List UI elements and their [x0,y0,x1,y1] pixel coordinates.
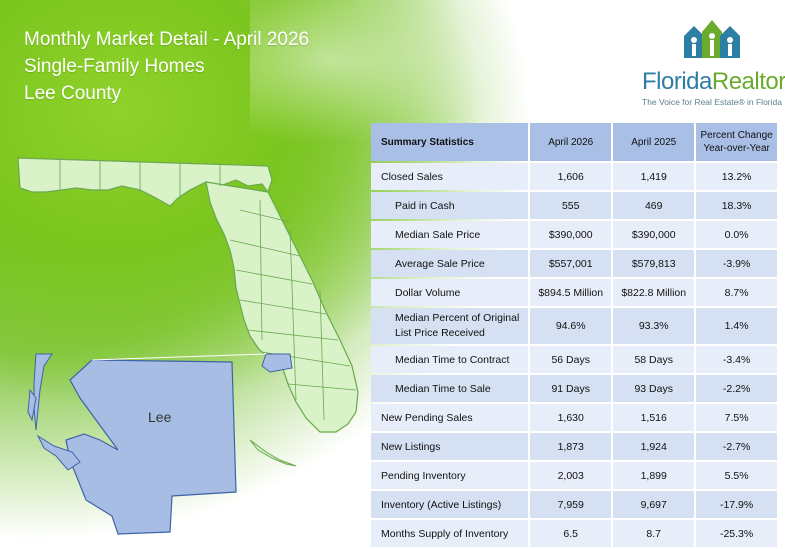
row-label: Average Sale Price [371,250,529,277]
table-body: Closed Sales 1,606 1,419 13.2% Paid in Cash 5… [371,163,777,547]
value-april-2025: $390,000 [613,221,695,248]
summary-statistics-table: Summary Statistics April 2026 April 2025… [369,121,779,549]
value-april-2026: 1,606 [530,163,612,190]
value-april-2025: 1,419 [613,163,695,190]
value-april-2025: 469 [613,192,695,219]
value-april-2025: 1,899 [613,462,695,489]
table-row: Median Percent of Original List Price Re… [371,308,777,344]
table-row: New Listings 1,873 1,924 -2.7% [371,433,777,460]
value-percent-change: -2.2% [696,375,777,402]
row-label: New Listings [371,433,529,460]
header-april-2026: April 2026 [530,123,612,161]
lee-county-label: Lee [148,409,172,425]
value-april-2025: 1,924 [613,433,695,460]
table-row: Dollar Volume $894.5 Million $822.8 Millio… [371,279,777,306]
value-april-2025: 93.3% [613,308,695,344]
value-percent-change: -3.9% [696,250,777,277]
value-percent-change: 8.7% [696,279,777,306]
table-row: New Pending Sales 1,630 1,516 7.5% [371,404,777,431]
table-row: Pending Inventory 2,003 1,899 5.5% [371,462,777,489]
value-percent-change: 13.2% [696,163,777,190]
table-header-row: Summary Statistics April 2026 April 2025… [371,123,777,161]
row-label: Inventory (Active Listings) [371,491,529,518]
value-percent-change: 5.5% [696,462,777,489]
row-label: Median Sale Price [371,221,529,248]
row-label: Paid in Cash [371,192,529,219]
logo-name-part1: Florida [642,68,712,95]
value-april-2026: 2,003 [530,462,612,489]
table-row: Months Supply of Inventory 6.5 8.7 -25.3% [371,520,777,547]
value-april-2026: 91 Days [530,375,612,402]
value-april-2025: 9,697 [613,491,695,518]
row-label: Median Time to Contract [371,346,529,373]
table-row: Median Time to Sale 91 Days 93 Days -2.2% [371,375,777,402]
lee-county-detail [27,353,237,535]
value-april-2026: $557,001 [530,250,612,277]
row-label: Closed Sales [371,163,529,190]
region-name: Lee County [24,83,122,104]
value-april-2026: 7,959 [530,491,612,518]
value-april-2026: 1,630 [530,404,612,431]
value-percent-change: 18.3% [696,192,777,219]
table-row: Median Sale Price $390,000 $390,000 0.0% [371,221,777,248]
table-row: Closed Sales 1,606 1,419 13.2% [371,163,777,190]
row-label: Pending Inventory [371,462,529,489]
value-percent-change: 1.4% [696,308,777,344]
value-percent-change: 0.0% [696,221,777,248]
value-april-2026: $894.5 Million [530,279,612,306]
header-april-2025: April 2025 [613,123,695,161]
row-label: Months Supply of Inventory [371,520,529,547]
value-percent-change: -25.3% [696,520,777,547]
table-row: Average Sale Price $557,001 $579,813 -3.9% [371,250,777,277]
county-boundaries [59,158,357,421]
value-april-2025: 93 Days [613,375,695,402]
logo-tagline: The Voice for Real Estate® in Florida [642,97,782,107]
header-swoosh [250,0,580,140]
value-april-2026: $390,000 [530,221,612,248]
logo-wordmark: FloridaRealtors® [642,68,785,96]
value-percent-change: -2.7% [696,433,777,460]
row-label: Dollar Volume [371,279,529,306]
value-april-2026: 555 [530,192,612,219]
logo-name-part2: Realtors [711,68,785,95]
value-april-2025: $579,813 [613,250,695,277]
value-percent-change: 7.5% [696,404,777,431]
florida-realtors-logo: FloridaRealtors® The Voice for Real Esta… [630,14,785,114]
value-april-2025: $822.8 Million [613,279,695,306]
lee-county-highlight [261,353,293,373]
row-label: Median Time to Sale [371,375,529,402]
header-summary-statistics: Summary Statistics [371,123,529,161]
header-percent-change: Percent Change Year-over-Year [696,123,777,161]
value-april-2026: 6.5 [530,520,612,547]
title-block: Monthly Market Detail - April 2026 Singl… [24,26,309,107]
florida-map: Lee [17,157,359,535]
houses-people-icon [684,20,740,58]
row-label: Median Percent of Original List Price Re… [371,308,529,344]
table-row: Median Time to Contract 56 Days 58 Days -3.… [371,346,777,373]
table-row: Inventory (Active Listings) 7,959 9,697 -17… [371,491,777,518]
row-label: New Pending Sales [371,404,529,431]
value-april-2026: 94.6% [530,308,612,344]
property-type: Single-Family Homes [24,56,205,77]
value-percent-change: -17.9% [696,491,777,518]
value-percent-change: -3.4% [696,346,777,373]
value-april-2025: 8.7 [613,520,695,547]
report-title: Monthly Market Detail - April 2026 [24,29,310,50]
table-row: Paid in Cash 555 469 18.3% [371,192,777,219]
value-april-2025: 1,516 [613,404,695,431]
value-april-2025: 58 Days [613,346,695,373]
value-april-2026: 56 Days [530,346,612,373]
value-april-2026: 1,873 [530,433,612,460]
